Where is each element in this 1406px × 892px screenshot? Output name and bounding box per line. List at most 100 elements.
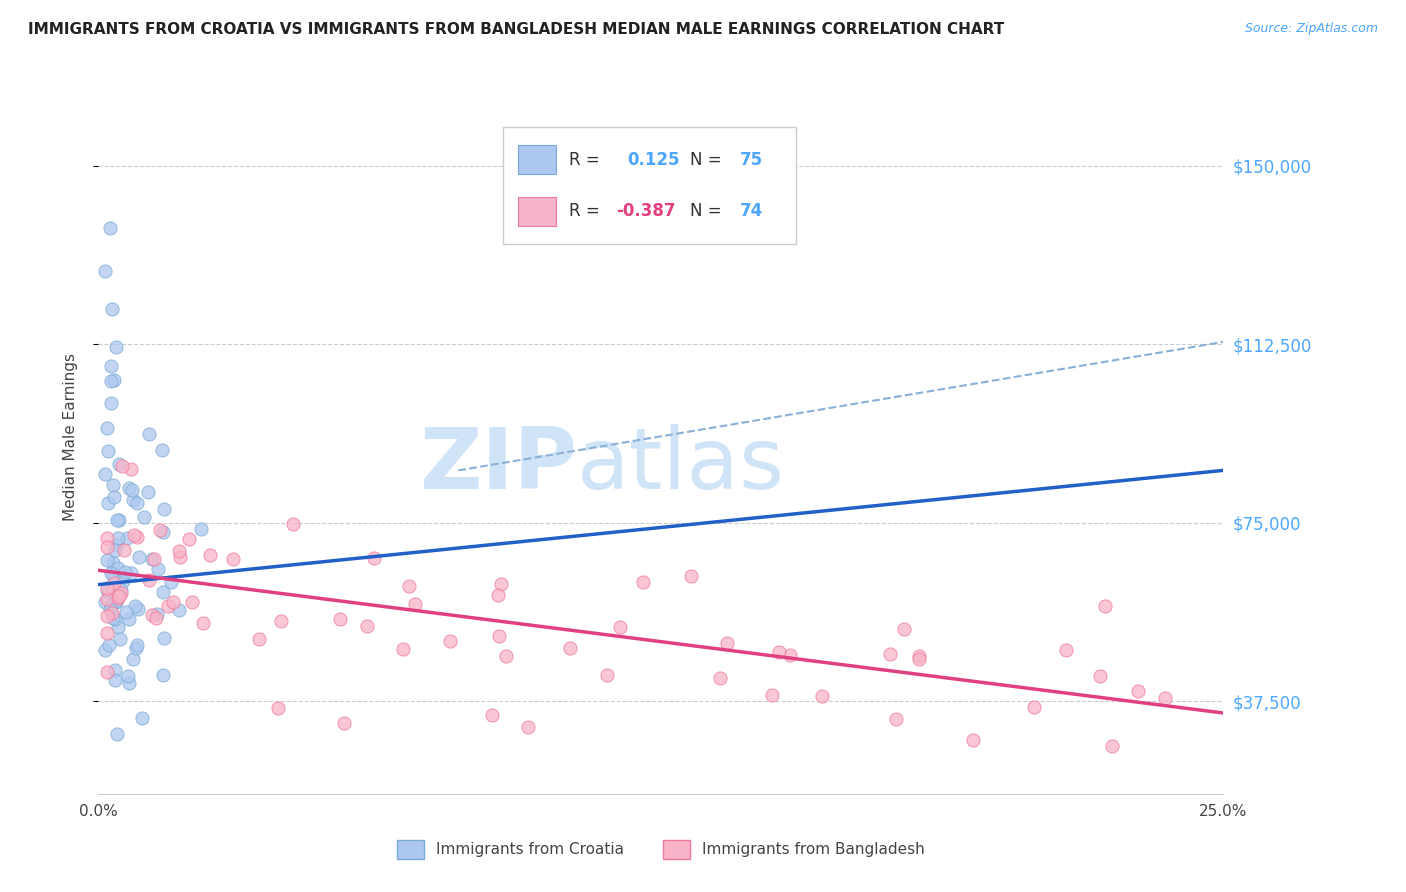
Point	[768, 645, 790, 659]
Text: atlas: atlas	[576, 424, 785, 508]
Point	[101, 301, 124, 316]
Point	[169, 549, 191, 564]
Point	[146, 607, 169, 622]
Point	[1088, 669, 1111, 683]
Point	[162, 595, 184, 609]
Point	[94, 467, 117, 482]
Point	[363, 550, 385, 565]
Point	[1153, 690, 1175, 705]
Point	[125, 496, 148, 510]
Point	[193, 616, 215, 631]
Point	[103, 373, 125, 387]
Point	[122, 527, 145, 541]
Point	[112, 542, 135, 557]
Point	[108, 513, 131, 527]
Point	[96, 582, 118, 597]
Point	[142, 551, 165, 566]
Text: R =: R =	[568, 202, 605, 220]
Point	[104, 595, 127, 609]
Point	[152, 585, 174, 599]
Point	[98, 602, 121, 616]
Point	[779, 648, 801, 662]
Point	[96, 420, 118, 434]
Point	[114, 565, 136, 579]
Point	[141, 552, 163, 566]
Point	[152, 525, 174, 540]
Point	[222, 551, 245, 566]
Point	[1054, 643, 1077, 657]
Text: IMMIGRANTS FROM CROATIA VS IMMIGRANTS FROM BANGLADESH MEDIAN MALE EARNINGS CORRE: IMMIGRANTS FROM CROATIA VS IMMIGRANTS FR…	[28, 22, 1004, 37]
Point	[97, 638, 120, 652]
Point	[110, 586, 132, 600]
Point	[97, 496, 120, 510]
Point	[103, 478, 125, 492]
Point	[110, 583, 132, 598]
Point	[121, 483, 143, 497]
Point	[404, 597, 426, 611]
Point	[93, 595, 115, 609]
Point	[96, 626, 118, 640]
Point	[146, 562, 169, 576]
Point	[908, 649, 931, 664]
Point	[1094, 599, 1116, 614]
Point	[138, 426, 160, 441]
Text: 74: 74	[740, 202, 763, 220]
Point	[104, 663, 127, 677]
Text: -0.387: -0.387	[616, 202, 675, 220]
Text: R =: R =	[568, 151, 605, 169]
Point	[108, 458, 131, 472]
Point	[117, 531, 139, 545]
Point	[125, 640, 148, 655]
Point	[391, 642, 413, 657]
Point	[153, 631, 176, 645]
Point	[107, 531, 129, 545]
Point	[118, 676, 141, 690]
Point	[267, 700, 290, 714]
Point	[136, 484, 159, 499]
Point	[488, 629, 510, 643]
Point	[103, 576, 125, 591]
Text: N =: N =	[690, 202, 727, 220]
Point	[127, 638, 149, 652]
Point	[96, 540, 118, 554]
Point	[101, 582, 124, 597]
Point	[761, 688, 783, 702]
Point	[101, 556, 124, 570]
Point	[96, 553, 118, 567]
Point	[716, 635, 738, 649]
Point	[150, 442, 173, 457]
Point	[596, 667, 619, 681]
Text: Source: ZipAtlas.com: Source: ZipAtlas.com	[1244, 22, 1378, 36]
Point	[495, 649, 517, 664]
Point	[152, 502, 174, 516]
Point	[120, 566, 142, 580]
Point	[177, 532, 200, 546]
Point	[104, 543, 127, 558]
Point	[167, 544, 190, 558]
Point	[181, 595, 204, 609]
Point	[141, 607, 163, 622]
Point	[333, 715, 356, 730]
Point	[117, 612, 139, 626]
Point	[111, 458, 134, 473]
Point	[100, 599, 122, 614]
Point	[103, 490, 125, 504]
Point	[398, 579, 420, 593]
Point	[112, 574, 135, 588]
Point	[121, 493, 143, 508]
Point	[145, 611, 167, 625]
Point	[104, 673, 127, 688]
Point	[94, 263, 117, 277]
Point	[908, 652, 931, 666]
Point	[190, 522, 212, 536]
Point	[879, 647, 901, 661]
Point	[169, 602, 191, 616]
Point	[107, 620, 129, 634]
Text: N =: N =	[690, 151, 727, 169]
FancyBboxPatch shape	[517, 197, 557, 226]
Point	[101, 611, 124, 625]
Point	[439, 633, 461, 648]
FancyBboxPatch shape	[517, 145, 557, 174]
Point	[1128, 684, 1150, 698]
Point	[811, 690, 834, 704]
